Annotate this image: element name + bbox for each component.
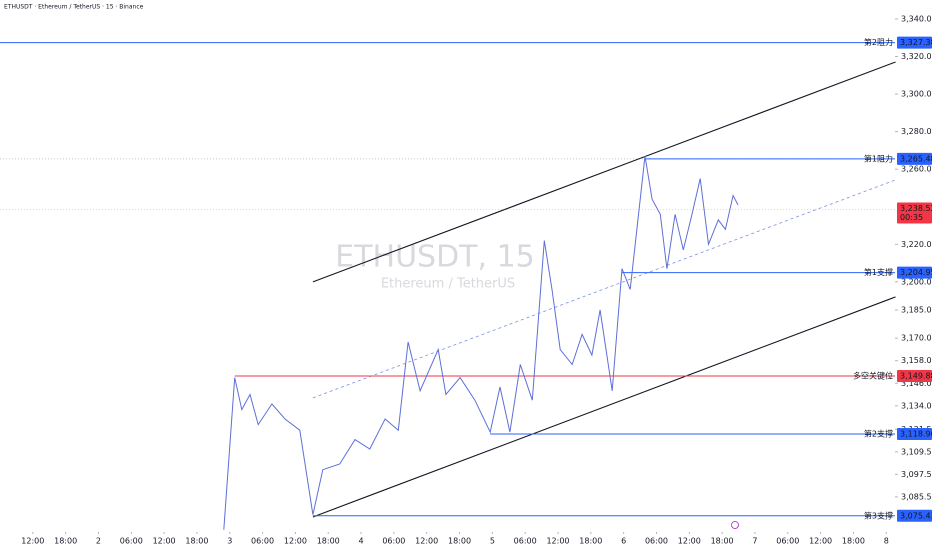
level-value-label: 3,204.95 (900, 268, 932, 277)
x-tick-label: 18:00 (842, 537, 865, 546)
y-tick-label: 3,085.50 (901, 492, 932, 501)
x-tick-label: 3 (227, 537, 232, 546)
channel-line (312, 179, 896, 399)
y-tick-label: 3,300.00 (901, 90, 932, 99)
level-value-label: 3,118.96 (900, 430, 932, 439)
watermark-subtitle: Ethereum / TetherUS (381, 277, 515, 292)
x-tick-label: 18:00 (54, 537, 77, 546)
x-tick-label: 18:00 (711, 537, 734, 546)
x-tick-label: 18:00 (579, 537, 602, 546)
last-price-box (897, 202, 932, 224)
y-tick-label: 3,200.00 (901, 277, 932, 286)
countdown-label: 00:35 (900, 213, 923, 222)
level-value-label: 3,149.88 (900, 371, 932, 380)
y-tick-label: 3,340.00 (901, 14, 932, 23)
price-line (223, 156, 739, 530)
x-tick-label: 7 (752, 537, 757, 546)
x-tick-label: 5 (490, 537, 495, 546)
x-tick-label: 2 (96, 537, 101, 546)
y-tick-label: 3,170.00 (901, 334, 932, 343)
x-tick-label: 18:00 (317, 537, 340, 546)
y-tick-label: 3,097.50 (901, 470, 932, 479)
x-tick-label: 12:00 (21, 537, 44, 546)
level-value-label: 3,265.48 (900, 154, 932, 163)
y-tick-label: 3,185.00 (901, 306, 932, 315)
y-tick-label: 3,260.00 (901, 165, 932, 174)
channel-line (312, 61, 896, 283)
y-tick-label: 3,158.00 (901, 356, 932, 365)
level-name: 第3支撑 (864, 510, 893, 520)
x-tick-label: 06:00 (251, 537, 274, 546)
y-tick-label: 3,134.00 (901, 401, 932, 410)
x-tick-label: 12:00 (153, 537, 176, 546)
x-tick-label: 18:00 (448, 537, 471, 546)
x-tick-label: 06:00 (514, 537, 537, 546)
x-tick-label: 8 (884, 537, 889, 546)
x-tick-label: 18:00 (185, 537, 208, 546)
level-value-label: 3,327.38 (900, 38, 932, 47)
x-tick-label: 06:00 (776, 537, 799, 546)
level-value-box (897, 428, 932, 441)
x-tick-label: 12:00 (678, 537, 701, 546)
level-name: 第2阻力 (864, 37, 893, 47)
x-tick-label: 12:00 (809, 537, 832, 546)
y-tick-label: 3,109.50 (901, 447, 932, 456)
level-value-box (897, 152, 932, 165)
x-tick-label: 06:00 (120, 537, 143, 546)
event-icon[interactable] (731, 521, 739, 529)
level-name: 多空关键位 (853, 370, 893, 380)
x-tick-label: 12:00 (284, 537, 307, 546)
level-value-box (897, 509, 932, 522)
last-price-label: 3,238.52 (900, 204, 932, 213)
level-value-box (897, 36, 932, 49)
level-name: 第1支撑 (864, 267, 893, 277)
y-tick-label: 3,320.00 (901, 52, 932, 61)
x-tick-label: 06:00 (645, 537, 668, 546)
channel-line (312, 296, 896, 518)
level-name: 第2支撑 (864, 429, 893, 439)
x-tick-label: 6 (621, 537, 626, 546)
x-tick-label: 12:00 (546, 537, 569, 546)
x-tick-label: 06:00 (382, 537, 405, 546)
y-tick-label: 3,146.00 (901, 379, 932, 388)
level-value-box (897, 369, 932, 382)
level-name: 第1阻力 (864, 153, 893, 163)
y-tick-label: 3,220.00 (901, 240, 932, 249)
chart-title: ETHUSDT · Ethereum / TetherUS · 15 · Bin… (4, 4, 144, 11)
x-tick-label: 12:00 (415, 537, 438, 546)
level-value-box (897, 266, 932, 279)
level-value-label: 3,075.43 (900, 511, 932, 520)
x-tick-label: 4 (359, 537, 364, 546)
watermark: ETHUSDT, 15 (335, 240, 535, 275)
y-tick-label: 3,280.00 (901, 127, 932, 136)
